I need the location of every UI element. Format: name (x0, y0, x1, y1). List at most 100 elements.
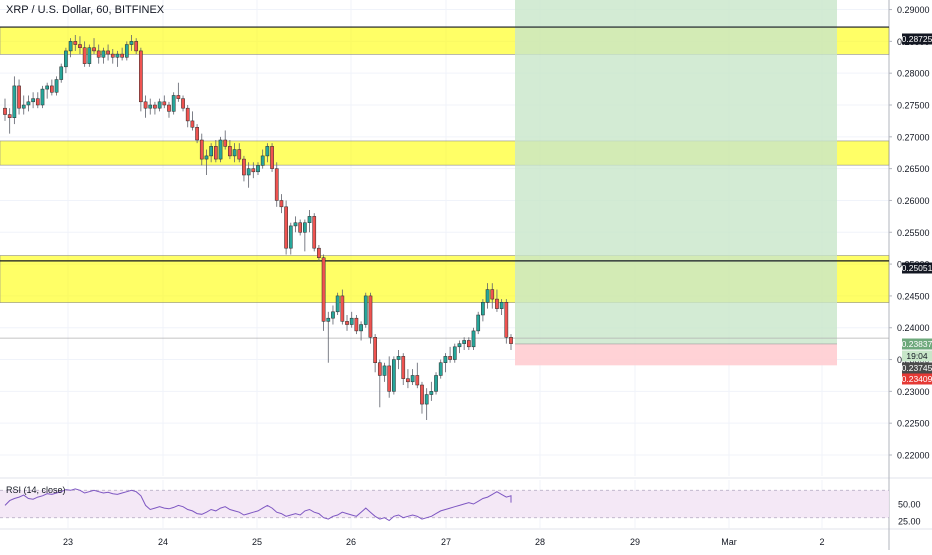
candle (237, 143, 242, 163)
price-tick-label: 0.22000 (897, 451, 930, 461)
candle-body (495, 298, 499, 309)
candle-body (171, 95, 176, 112)
candle (218, 136, 223, 163)
price-label-bg (902, 338, 932, 350)
rsi-tick-label: 50.00 (898, 500, 921, 510)
candle (354, 315, 359, 335)
candle-body (40, 88, 45, 106)
candle-body (256, 165, 260, 173)
candle-body (64, 50, 68, 68)
candle-body (377, 362, 382, 376)
candle-body (204, 155, 209, 160)
candle-body (387, 365, 392, 392)
candle (424, 388, 429, 420)
time-tick-label: 27 (441, 537, 451, 547)
candle-body (115, 53, 120, 58)
candle-body (185, 107, 190, 122)
candle (68, 38, 73, 58)
candle (274, 162, 279, 207)
candle (87, 44, 92, 67)
candle (167, 101, 171, 118)
candle-body (499, 302, 504, 309)
candle-body (312, 216, 317, 249)
long-position-tool[interactable] (515, 0, 837, 366)
candle (284, 200, 288, 255)
candle (466, 337, 471, 350)
candle-body (153, 104, 157, 109)
time-axis[interactable]: 23 24 25 26 27 28 29 Mar 2 (63, 537, 825, 547)
candle-body (373, 337, 377, 363)
candle (21, 95, 26, 115)
candle-body (274, 168, 279, 201)
time-tick-label: Mar (721, 537, 737, 547)
candle-body (73, 41, 78, 45)
candle-body (326, 317, 331, 322)
candle-body (509, 337, 513, 344)
candle-body (406, 378, 410, 383)
price-label-bg (902, 262, 932, 274)
candle-body (466, 340, 471, 348)
candle-body (340, 295, 345, 322)
candle (228, 140, 232, 160)
candle-body (17, 85, 21, 109)
candle (199, 133, 204, 166)
candle (232, 143, 237, 163)
candle-body (288, 225, 293, 249)
candle (12, 76, 17, 125)
candle-body (354, 317, 359, 332)
time-tick-label: 25 (252, 537, 262, 547)
candle (115, 50, 120, 67)
candle (331, 305, 335, 325)
candle-body (335, 295, 340, 313)
candle-body (176, 95, 181, 99)
profit-zone (515, 0, 837, 344)
candle (377, 359, 382, 408)
candle (349, 311, 354, 328)
price-tick-label: 0.24500 (897, 291, 930, 301)
candle-body (382, 365, 387, 376)
candle-body (410, 375, 415, 383)
candle (326, 311, 331, 363)
candle-body (270, 146, 274, 169)
candle (153, 101, 157, 115)
candle (481, 299, 485, 322)
time-tick-label: 26 (346, 537, 356, 547)
candle-body (448, 356, 452, 360)
candle-body (96, 50, 101, 58)
rsi-band (0, 490, 889, 518)
candle (181, 95, 185, 112)
price-tick-label: 0.27000 (897, 132, 930, 142)
candle-body (134, 41, 139, 52)
candle-body (7, 114, 12, 118)
candle (92, 38, 96, 55)
candle-body (101, 50, 106, 58)
candle (209, 143, 213, 163)
candle-body (260, 155, 265, 166)
price-tick-label: 0.29000 (897, 5, 930, 15)
candle-body (181, 98, 185, 109)
candle (106, 44, 110, 61)
candle-body (12, 85, 17, 118)
candle-body (59, 66, 64, 80)
candle-body (110, 53, 115, 58)
candle-body (223, 139, 228, 147)
candle (110, 49, 115, 64)
candle (129, 35, 134, 51)
candle-body (228, 146, 232, 157)
candle-body (21, 104, 26, 109)
candle (260, 149, 265, 169)
candle-body (429, 391, 434, 395)
candlestick-series (3, 35, 513, 420)
price-tick-label: 0.26500 (897, 164, 930, 174)
candle-body (45, 85, 50, 90)
candle-body (251, 168, 256, 173)
price-label-text: 0.23745 (902, 363, 932, 373)
price-label-bg (902, 33, 932, 45)
candle-body (504, 302, 509, 338)
candle (251, 162, 256, 179)
candle (485, 283, 490, 309)
candle-body (195, 127, 199, 141)
price-tick-label: 0.27500 (897, 101, 930, 111)
candle (139, 47, 143, 112)
